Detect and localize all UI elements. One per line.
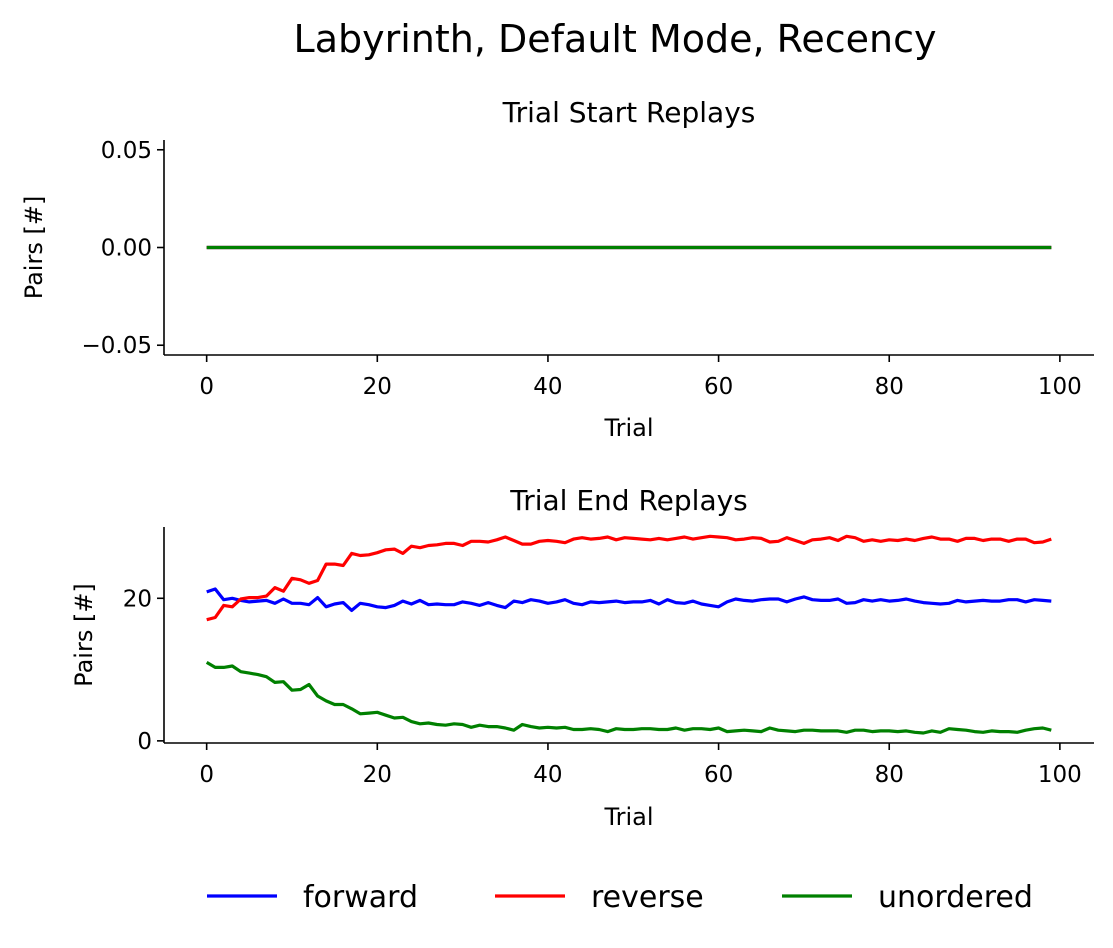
y-axis-label: Pairs [#] [70, 583, 98, 687]
x-tick-label: 20 [363, 374, 392, 400]
series-line-forward [206, 587, 1052, 613]
y-tick-label: −0.05 [82, 333, 152, 359]
y-axis-label: Pairs [#] [20, 196, 48, 300]
x-axis-label: Trial [603, 803, 653, 831]
legend-label-unordered: unordered [878, 880, 1033, 915]
figure-title: Labyrinth, Default Mode, Recency [294, 17, 937, 61]
x-tick-label: 40 [533, 762, 562, 788]
trial-start-replays-plot: Trial Start Replays 0 20 40 60 80 100 −0.05 0.00… [20, 96, 1094, 442]
trial-end-replays-plot: Trial End Replays 0 20 40 60 80 100 0 20 Trial Pai… [70, 484, 1094, 831]
x-axis-label: Trial [603, 414, 653, 442]
x-tick-label: 100 [1038, 374, 1082, 400]
plot-title: Trial Start Replays [502, 96, 756, 129]
x-tick-label: 40 [533, 374, 562, 400]
series-line-reverse [206, 534, 1052, 622]
y-tick-label: 20 [123, 586, 152, 612]
plot-title: Trial End Replays [509, 484, 748, 517]
series-line-unordered [205, 661, 1052, 735]
y-tick-label: 0 [137, 729, 152, 755]
x-tick-label: 0 [199, 762, 214, 788]
x-tick-label: 0 [199, 374, 214, 400]
legend-label-reverse: reverse [591, 880, 704, 915]
y-tick-label: 0.05 [101, 138, 152, 164]
legend-label-forward: forward [303, 880, 418, 915]
x-tick-label: 100 [1038, 762, 1082, 788]
x-tick-label: 60 [704, 762, 733, 788]
x-tick-label: 60 [704, 374, 733, 400]
x-tick-label: 80 [875, 762, 904, 788]
x-tick-label: 20 [363, 762, 392, 788]
y-tick-label: 0.00 [101, 236, 152, 262]
x-tick-label: 80 [875, 374, 904, 400]
legend: forward reverse unordered [207, 880, 1033, 915]
